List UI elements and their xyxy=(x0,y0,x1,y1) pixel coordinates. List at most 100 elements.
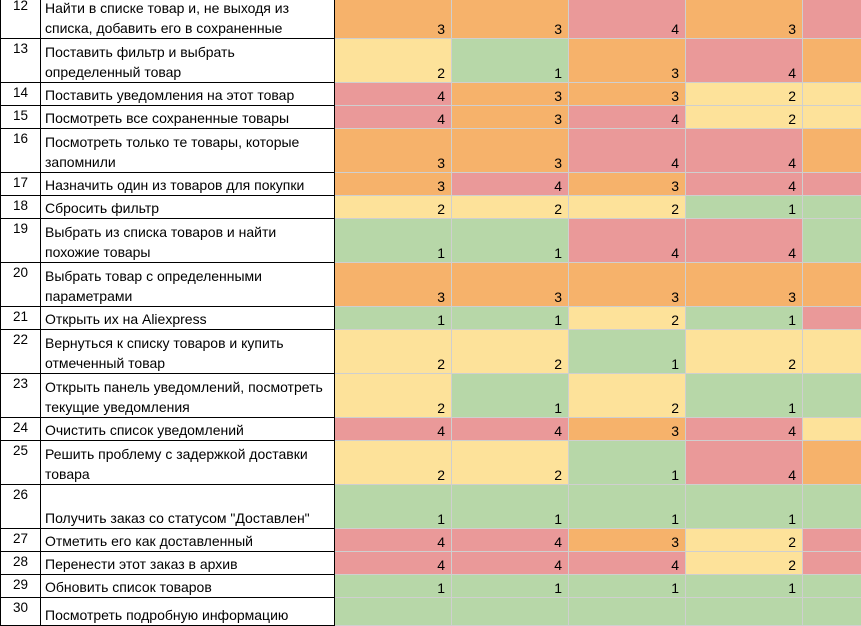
score-cell[interactable]: 2 xyxy=(335,330,452,374)
task-cell[interactable]: Посмотреть подробную информацию xyxy=(41,598,335,626)
score-cell[interactable]: 2 xyxy=(686,330,803,374)
row-number-cell[interactable]: 14 xyxy=(1,83,41,106)
score-cell[interactable]: 4 xyxy=(452,529,569,552)
score-cell[interactable]: 3 xyxy=(452,106,569,129)
score-cell[interactable] xyxy=(452,598,569,626)
score-cell[interactable]: 3 xyxy=(335,129,452,173)
task-cell[interactable]: Открыть панель уведомлений, посмотреть т… xyxy=(41,374,335,418)
task-cell[interactable]: Посмотреть все сохраненные товары xyxy=(41,106,335,129)
row-number-cell[interactable]: 27 xyxy=(1,529,41,552)
score-cell[interactable]: 4 xyxy=(569,0,686,39)
score-cell[interactable] xyxy=(686,598,803,626)
score-cell[interactable]: 4 xyxy=(452,418,569,441)
score-cell[interactable]: 1 xyxy=(686,307,803,330)
row-number-cell[interactable]: 25 xyxy=(1,441,41,485)
score-cell[interactable]: 4 xyxy=(335,106,452,129)
extra-color-cell[interactable] xyxy=(803,529,861,552)
row-number-cell[interactable]: 12 xyxy=(1,0,41,39)
score-cell[interactable]: 2 xyxy=(686,529,803,552)
score-cell[interactable]: 2 xyxy=(452,330,569,374)
score-cell[interactable]: 3 xyxy=(452,129,569,173)
row-number-cell[interactable]: 26 xyxy=(1,485,41,529)
score-cell[interactable]: 3 xyxy=(569,39,686,83)
score-cell[interactable]: 1 xyxy=(569,575,686,598)
score-cell[interactable]: 2 xyxy=(452,196,569,219)
task-cell[interactable]: Открыть их на Aliexpress xyxy=(41,307,335,330)
extra-color-cell[interactable] xyxy=(803,196,861,219)
extra-color-cell[interactable] xyxy=(803,263,861,307)
score-cell[interactable]: 1 xyxy=(335,485,452,529)
score-cell[interactable]: 1 xyxy=(335,307,452,330)
score-cell[interactable]: 3 xyxy=(569,263,686,307)
task-cell[interactable]: Очистить список уведомлений xyxy=(41,418,335,441)
score-cell[interactable]: 4 xyxy=(452,173,569,196)
score-cell[interactable]: 4 xyxy=(686,173,803,196)
score-cell[interactable]: 1 xyxy=(335,575,452,598)
task-cell[interactable]: Поставить фильтр и выбрать определенный … xyxy=(41,39,335,83)
row-number-cell[interactable]: 24 xyxy=(1,418,41,441)
score-cell[interactable]: 4 xyxy=(569,552,686,575)
row-number-cell[interactable]: 23 xyxy=(1,374,41,418)
score-cell[interactable]: 4 xyxy=(686,219,803,263)
row-number-cell[interactable]: 22 xyxy=(1,330,41,374)
score-cell[interactable]: 1 xyxy=(686,196,803,219)
extra-color-cell[interactable] xyxy=(803,485,861,529)
score-cell[interactable]: 1 xyxy=(452,39,569,83)
score-cell[interactable]: 1 xyxy=(569,330,686,374)
extra-color-cell[interactable] xyxy=(803,418,861,441)
score-cell[interactable]: 3 xyxy=(569,173,686,196)
score-cell[interactable]: 3 xyxy=(452,83,569,106)
score-cell[interactable]: 3 xyxy=(335,0,452,39)
score-cell[interactable]: 2 xyxy=(335,196,452,219)
score-cell[interactable]: 1 xyxy=(452,485,569,529)
task-cell[interactable]: Получить заказ со статусом "Доставлен" xyxy=(41,485,335,529)
score-cell[interactable]: 3 xyxy=(569,418,686,441)
task-cell[interactable]: Посмотреть только те товары, которые зап… xyxy=(41,129,335,173)
score-cell[interactable]: 3 xyxy=(686,263,803,307)
score-cell[interactable]: 3 xyxy=(686,0,803,39)
extra-color-cell[interactable] xyxy=(803,575,861,598)
score-cell[interactable]: 1 xyxy=(452,374,569,418)
row-number-cell[interactable]: 28 xyxy=(1,552,41,575)
row-number-cell[interactable]: 30 xyxy=(1,598,41,626)
score-cell[interactable]: 4 xyxy=(686,39,803,83)
score-cell[interactable]: 1 xyxy=(686,374,803,418)
task-cell[interactable]: Назначить один из товаров для покупки xyxy=(41,173,335,196)
row-number-cell[interactable]: 17 xyxy=(1,173,41,196)
task-cell[interactable]: Обновить список товаров xyxy=(41,575,335,598)
score-cell[interactable]: 2 xyxy=(569,307,686,330)
extra-color-cell[interactable] xyxy=(803,0,861,39)
extra-color-cell[interactable] xyxy=(803,330,861,374)
score-cell[interactable]: 1 xyxy=(452,307,569,330)
task-cell[interactable]: Вернуться к списку товаров и купить отме… xyxy=(41,330,335,374)
task-cell[interactable]: Сбросить фильтр xyxy=(41,196,335,219)
task-cell[interactable]: Отметить его как доставленный xyxy=(41,529,335,552)
score-cell[interactable]: 4 xyxy=(452,552,569,575)
row-number-cell[interactable]: 18 xyxy=(1,196,41,219)
score-cell[interactable]: 2 xyxy=(686,83,803,106)
task-cell[interactable]: Выбрать из списка товаров и найти похожи… xyxy=(41,219,335,263)
score-cell[interactable]: 4 xyxy=(335,529,452,552)
extra-color-cell[interactable] xyxy=(803,441,861,485)
score-cell[interactable]: 2 xyxy=(686,106,803,129)
row-number-cell[interactable]: 29 xyxy=(1,575,41,598)
score-cell[interactable]: 4 xyxy=(686,418,803,441)
score-cell[interactable]: 2 xyxy=(569,196,686,219)
extra-color-cell[interactable] xyxy=(803,307,861,330)
task-cell[interactable]: Поставить уведомления на этот товар xyxy=(41,83,335,106)
row-number-cell[interactable]: 16 xyxy=(1,129,41,173)
score-cell[interactable]: 4 xyxy=(335,83,452,106)
score-cell[interactable]: 1 xyxy=(569,441,686,485)
score-cell[interactable]: 1 xyxy=(335,219,452,263)
score-cell[interactable]: 1 xyxy=(686,575,803,598)
extra-color-cell[interactable] xyxy=(803,129,861,173)
score-cell[interactable]: 2 xyxy=(569,374,686,418)
score-cell[interactable]: 3 xyxy=(569,83,686,106)
score-cell[interactable]: 2 xyxy=(335,39,452,83)
extra-color-cell[interactable] xyxy=(803,39,861,83)
row-number-cell[interactable]: 19 xyxy=(1,219,41,263)
score-cell[interactable]: 4 xyxy=(569,106,686,129)
score-cell[interactable]: 1 xyxy=(569,485,686,529)
score-cell[interactable]: 4 xyxy=(569,219,686,263)
score-cell[interactable]: 3 xyxy=(335,173,452,196)
